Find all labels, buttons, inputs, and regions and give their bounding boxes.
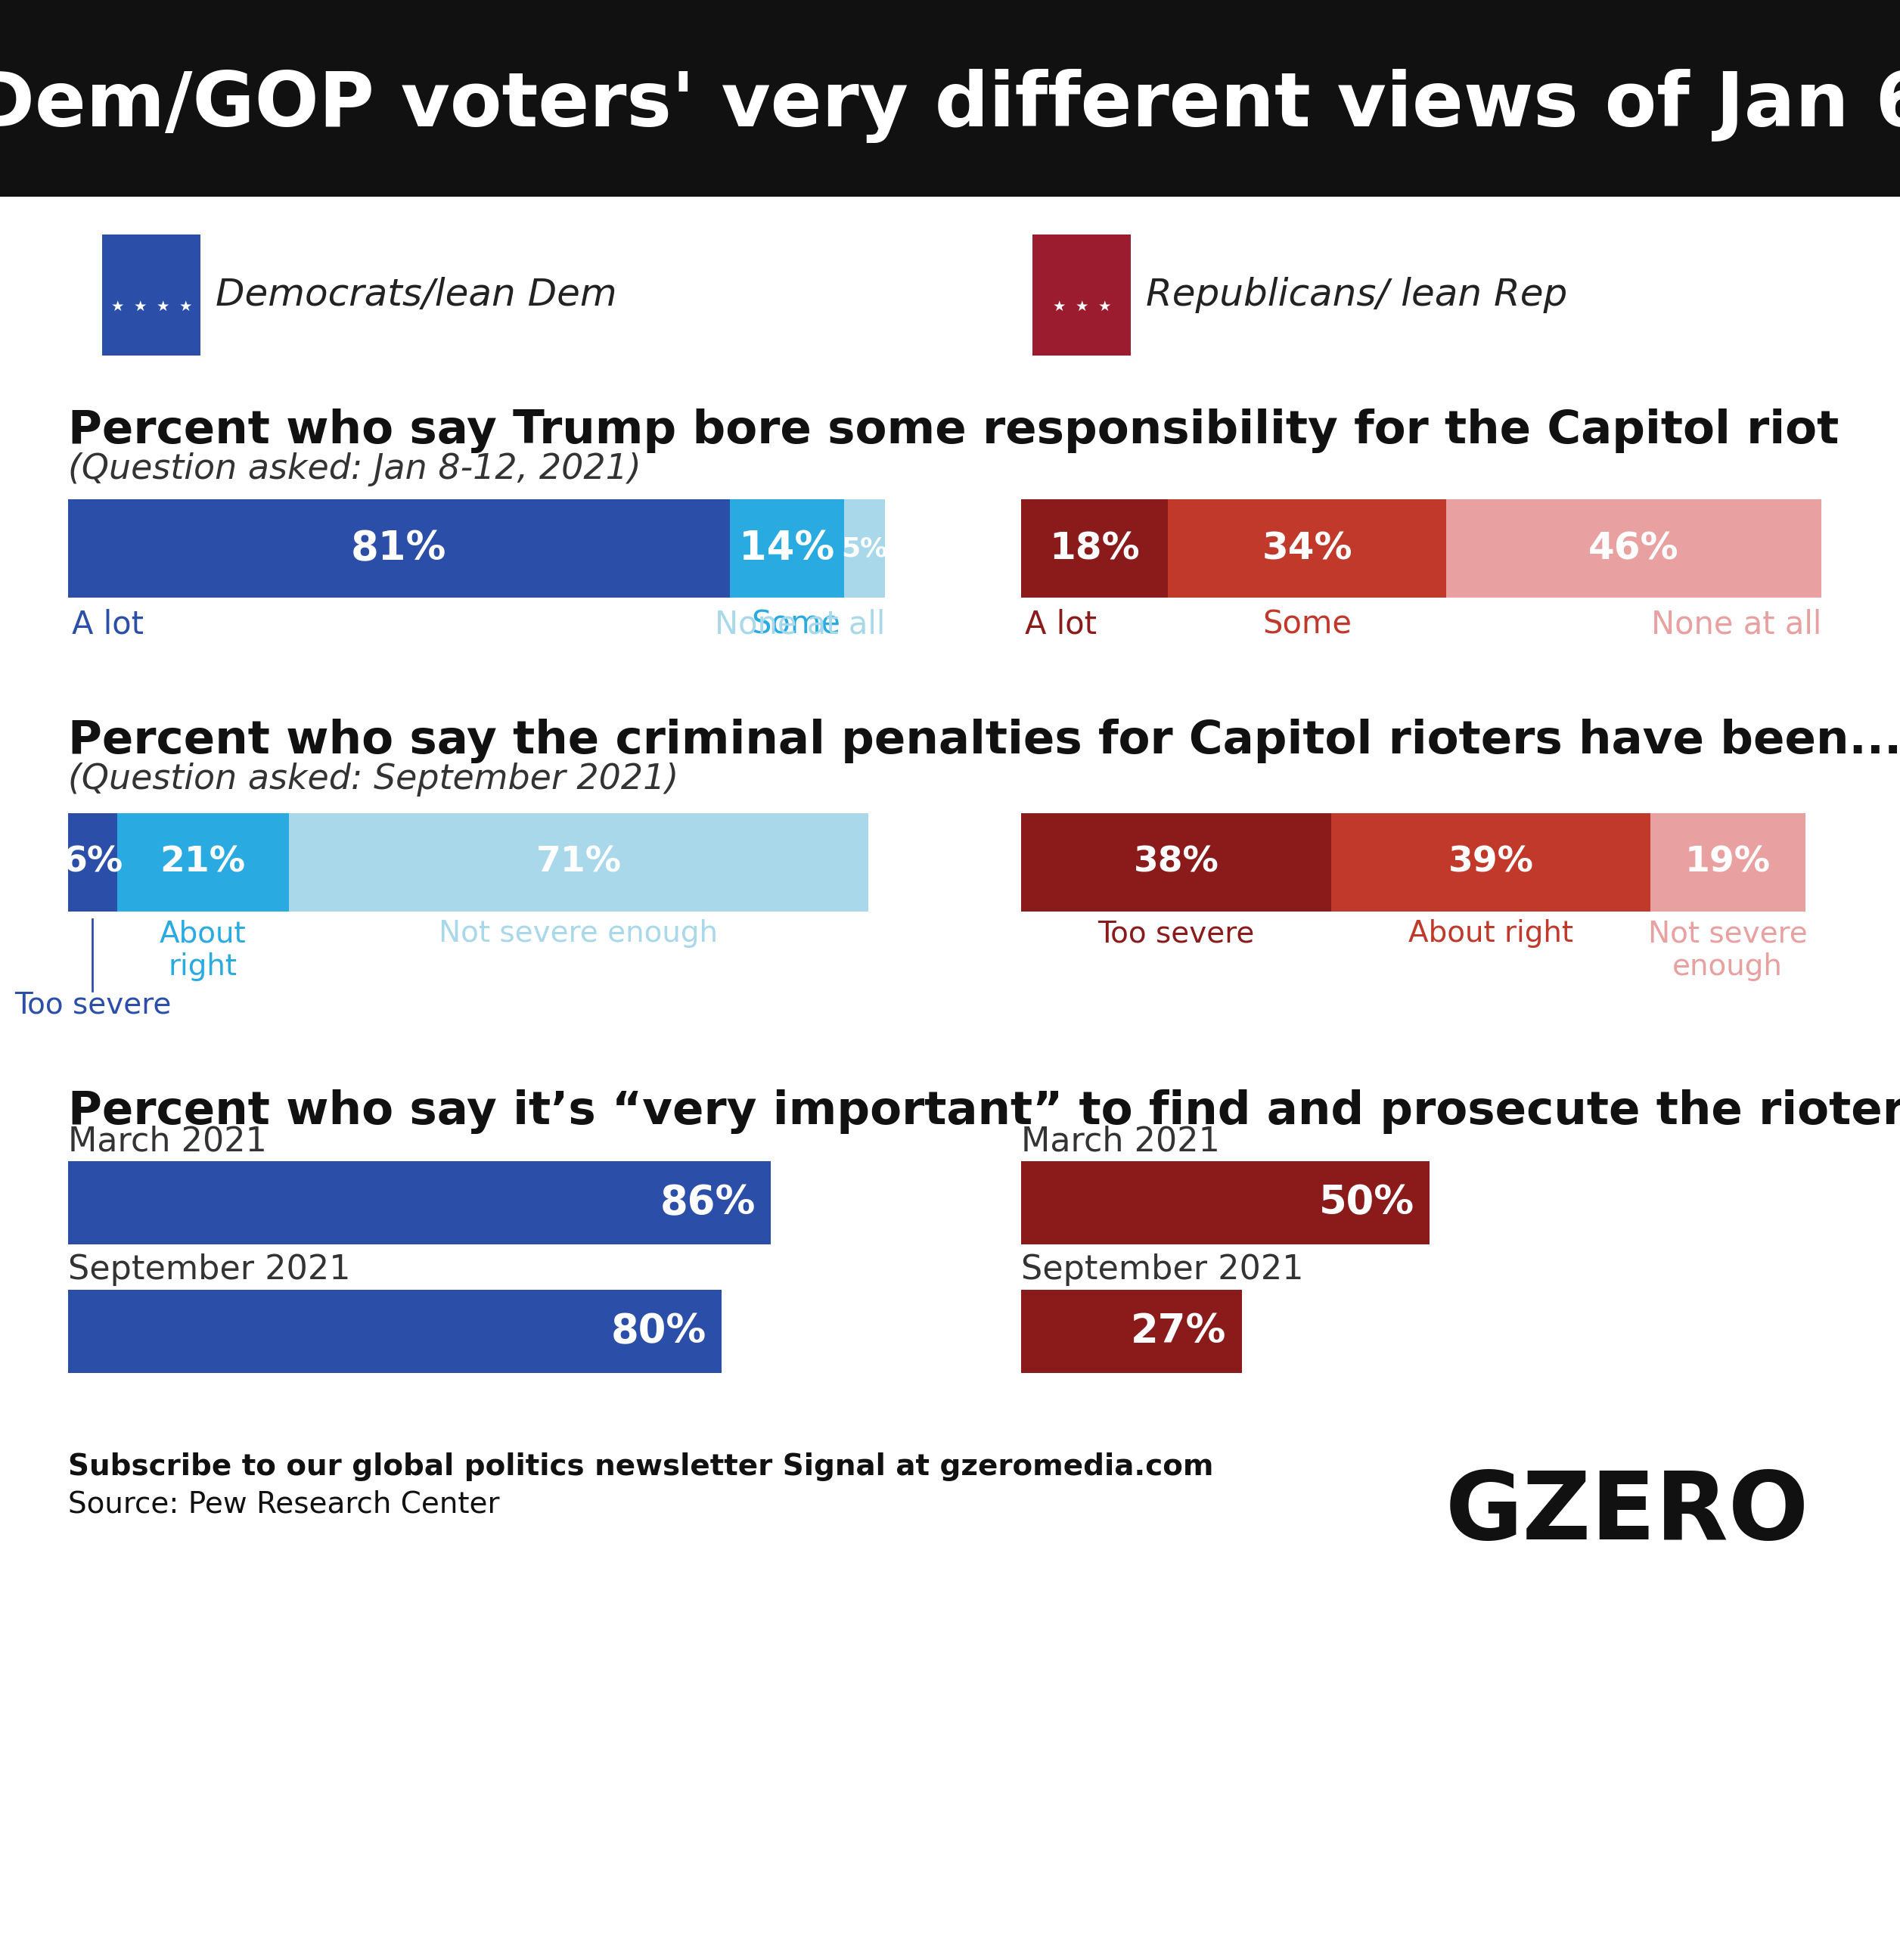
Text: None at all: None at all (1651, 610, 1822, 641)
Text: (Question asked: September 2021): (Question asked: September 2021) (68, 762, 678, 796)
Bar (1032, 235, 1130, 355)
Text: Percent who say it’s “very important” to find and prosecute the rioters: Percent who say it’s “very important” to… (68, 1090, 1900, 1135)
Text: ★: ★ (1098, 300, 1112, 314)
Text: A lot: A lot (72, 610, 144, 641)
Text: 39%: 39% (1448, 845, 1533, 880)
Text: 21%: 21% (160, 845, 245, 880)
Text: September 2021: September 2021 (68, 1254, 352, 1286)
Bar (1649, 813, 1805, 911)
Text: ★: ★ (110, 300, 124, 314)
Text: A lot: A lot (1024, 610, 1096, 641)
Text: Some: Some (1262, 610, 1351, 641)
Text: ★: ★ (1075, 300, 1089, 314)
Text: About right: About right (1408, 919, 1573, 949)
Text: 86%: 86% (659, 1184, 756, 1223)
Bar (68, 1290, 722, 1374)
Text: 81%: 81% (352, 529, 446, 568)
Text: 50%: 50% (1319, 1184, 1414, 1223)
Bar (730, 500, 844, 598)
Bar (1020, 1290, 1243, 1374)
Text: March 2021: March 2021 (68, 1125, 266, 1158)
Text: Percent who say Trump bore some responsibility for the Capitol riot: Percent who say Trump bore some responsi… (68, 408, 1839, 453)
Text: Not severe
enough: Not severe enough (1647, 919, 1807, 982)
Text: 71%: 71% (536, 845, 621, 880)
Text: ★: ★ (133, 300, 146, 314)
Text: September 2021: September 2021 (1020, 1254, 1303, 1286)
Text: Too severe: Too severe (1098, 919, 1254, 949)
Text: March 2021: March 2021 (1020, 1125, 1220, 1158)
Bar (1446, 500, 1822, 598)
Text: Republicans/ lean Rep: Republicans/ lean Rep (1146, 276, 1567, 314)
Text: 46%: 46% (1588, 531, 1680, 566)
Text: 27%: 27% (1130, 1311, 1227, 1350)
Text: Source: Pew Research Center: Source: Pew Research Center (68, 1490, 500, 1519)
Text: GZERO: GZERO (1446, 1468, 1809, 1558)
Bar (289, 813, 868, 911)
Text: 19%: 19% (1685, 845, 1771, 880)
Text: 38%: 38% (1134, 845, 1220, 880)
Text: None at all: None at all (714, 610, 885, 641)
Text: 5%: 5% (842, 535, 887, 561)
Bar (1020, 500, 1168, 598)
Text: ★: ★ (179, 300, 192, 314)
Bar (68, 1160, 771, 1245)
Text: ★: ★ (156, 300, 169, 314)
Text: About
right: About right (160, 919, 247, 982)
Bar (1020, 1160, 1429, 1245)
Text: (Question asked: Jan 8-12, 2021): (Question asked: Jan 8-12, 2021) (68, 453, 640, 486)
Text: Too severe: Too severe (13, 992, 171, 1019)
Text: ★: ★ (1053, 300, 1066, 314)
Text: Subscribe to our global politics newsletter Signal at gzeromedia.com: Subscribe to our global politics newslet… (68, 1452, 1214, 1482)
Bar (844, 500, 885, 598)
Bar (118, 813, 289, 911)
Text: 18%: 18% (1049, 531, 1140, 566)
Bar (0, 0, 1900, 196)
Bar (68, 813, 118, 911)
Text: Percent who say the criminal penalties for Capitol rioters have been...: Percent who say the criminal penalties f… (68, 719, 1900, 762)
Bar (68, 500, 730, 598)
Bar (1332, 813, 1649, 911)
Text: Dem/GOP voters' very different views of Jan 6: Dem/GOP voters' very different views of … (0, 69, 1900, 143)
Text: Some: Some (750, 610, 840, 641)
Text: 80%: 80% (612, 1311, 707, 1350)
Bar (1168, 500, 1446, 598)
Text: 34%: 34% (1262, 531, 1353, 566)
Text: Not severe enough: Not severe enough (439, 919, 718, 949)
Bar (1020, 813, 1332, 911)
Text: 6%: 6% (63, 845, 124, 880)
Text: 14%: 14% (739, 529, 834, 568)
Bar (103, 235, 200, 355)
Text: Democrats/lean Dem: Democrats/lean Dem (215, 276, 618, 314)
